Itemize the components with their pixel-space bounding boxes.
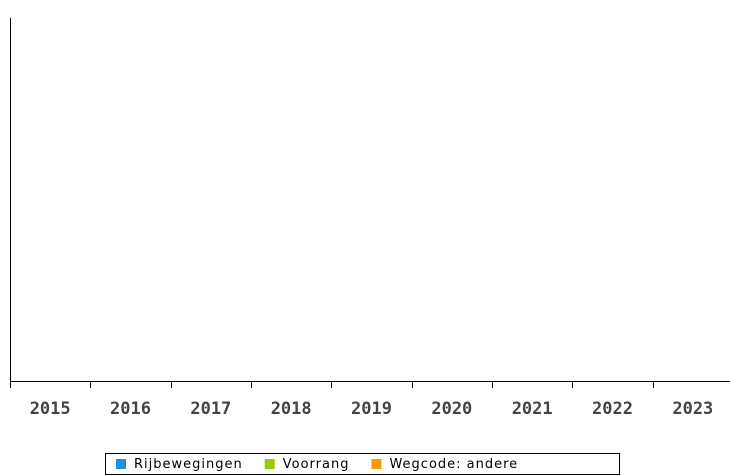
- x-tick-label: 2017: [190, 399, 231, 419]
- legend-swatch: [264, 459, 275, 469]
- x-tick-label: 2020: [431, 399, 472, 419]
- x-tick-label: 2022: [592, 399, 633, 419]
- legend-box: [105, 453, 620, 475]
- x-tick-label: 2023: [672, 399, 713, 419]
- legend-label: Rijbewegingen: [134, 457, 243, 472]
- x-tick-label: 2016: [110, 399, 151, 419]
- x-tick-label: 2018: [271, 399, 312, 419]
- x-tick-label: 2021: [512, 399, 553, 419]
- x-tick-label: 2015: [30, 399, 71, 419]
- x-tick-label: 2019: [351, 399, 392, 419]
- legend-label: Wegcode: andere: [389, 457, 518, 472]
- legend-swatch: [116, 459, 126, 469]
- legend-swatch: [371, 459, 382, 469]
- legend-label: Voorrang: [283, 457, 350, 472]
